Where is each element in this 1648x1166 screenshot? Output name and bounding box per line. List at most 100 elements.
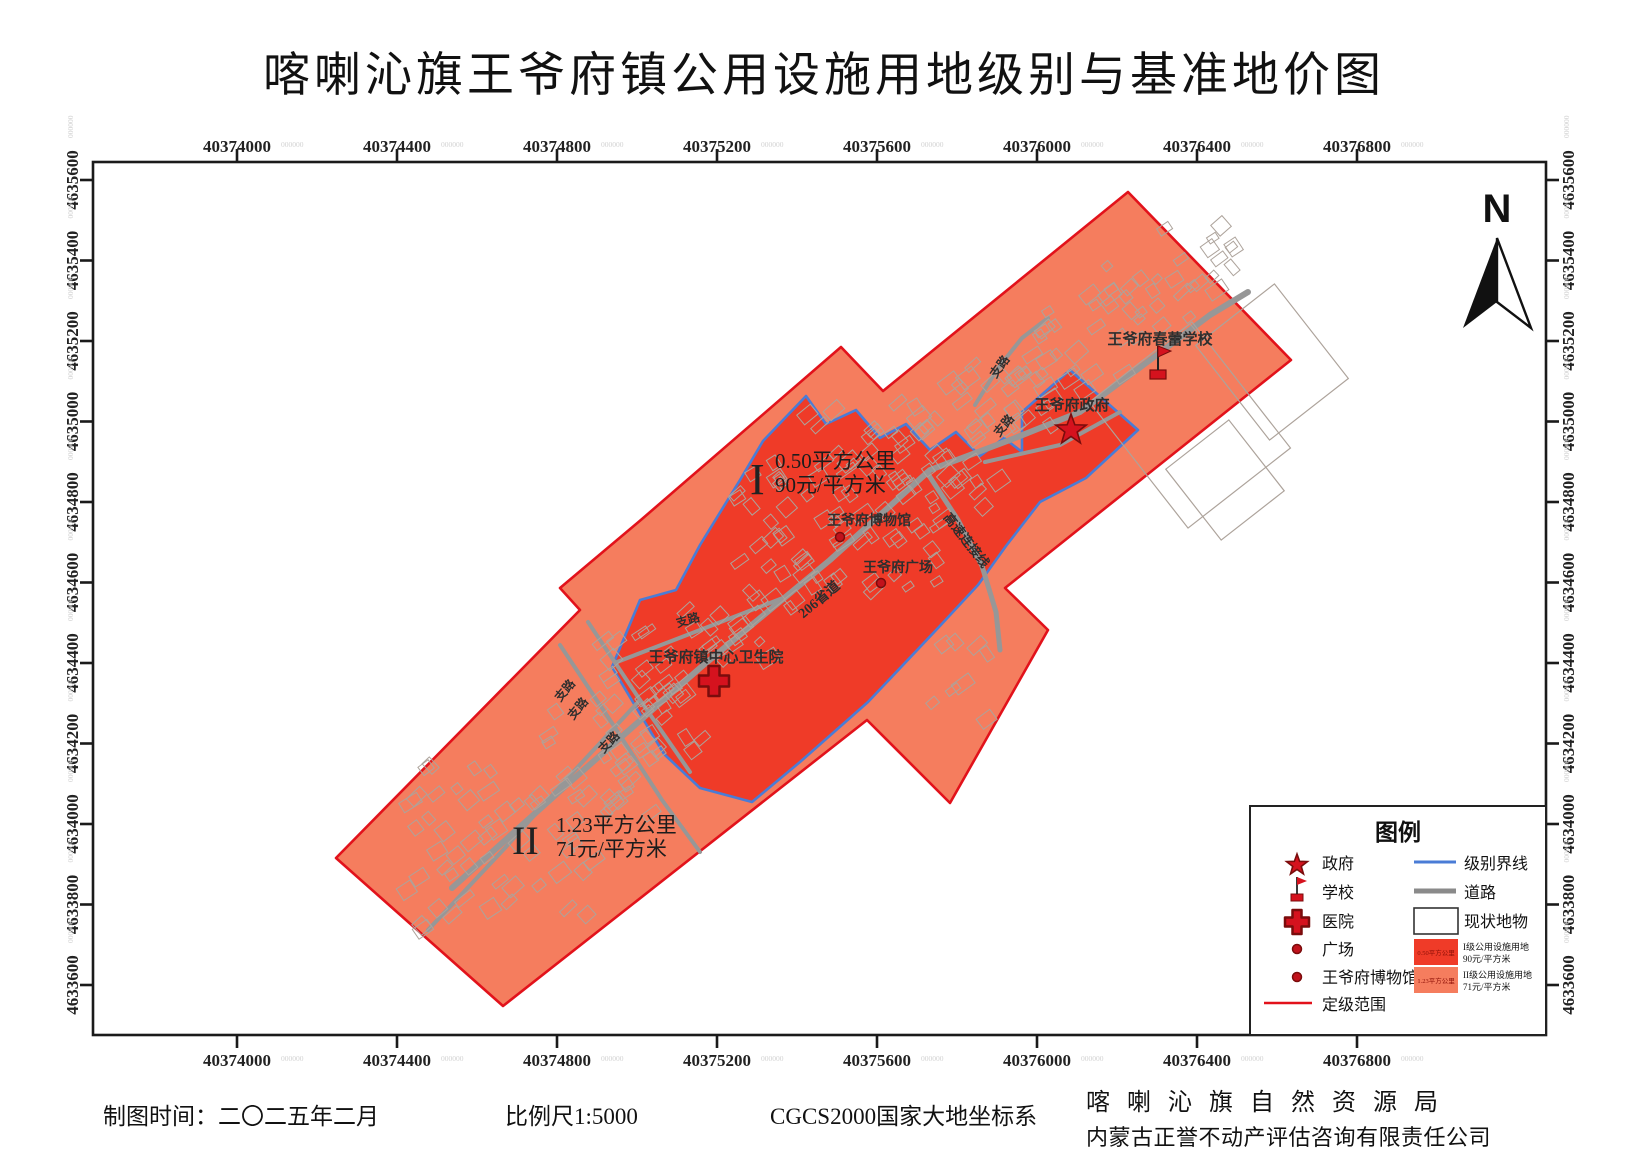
y-axis-suffix-right: 000000 (1562, 840, 1571, 863)
parcel-outline (1194, 283, 1350, 441)
building-outline (436, 859, 454, 877)
building-outline (941, 448, 957, 466)
building-outline (935, 463, 962, 489)
building-outline (905, 404, 933, 431)
building-outline (765, 454, 783, 472)
building-outline (411, 914, 433, 937)
legend-label: 王爷府博物馆 (1322, 969, 1418, 987)
building-outline (561, 830, 580, 846)
school-flag-icon (1157, 345, 1173, 358)
building-outline (783, 589, 806, 611)
zone1-area-label: 0.50平方公里 (775, 449, 896, 473)
building-outline (1151, 316, 1172, 336)
building-outline (969, 473, 985, 490)
building-outline (605, 630, 628, 652)
building-outline (800, 488, 815, 503)
building-outline (523, 793, 541, 812)
y-axis-suffix-right: 000000 (1562, 115, 1571, 138)
x-axis-label-top: 40375200 (683, 137, 751, 156)
building-outline (442, 905, 463, 925)
building-outline (395, 879, 419, 902)
legend-dot-icon (1291, 943, 1303, 955)
legend-label-line2: 90元/平方米 (1463, 953, 1511, 964)
building-outline (656, 700, 672, 715)
building-outline (986, 468, 1012, 493)
building-outline (1032, 376, 1059, 399)
building-outline (951, 391, 973, 412)
building-outline (617, 774, 635, 793)
building-outline (529, 795, 547, 811)
map-frame (91, 160, 1548, 1037)
legend-swatch-text: 0.50平方公里 (1417, 948, 1455, 957)
hospital-cross-icon (697, 664, 731, 698)
y-axis-suffix-left: 000000 (66, 518, 75, 541)
y-axis-label-left: 4634000 (63, 794, 82, 854)
building-outline (634, 659, 655, 678)
building-outline (807, 466, 831, 488)
building-outline (887, 470, 904, 488)
building-outline (1035, 398, 1055, 417)
road (925, 471, 1003, 653)
building-outline (1210, 214, 1233, 237)
y-axis-suffix-right: 000000 (1562, 437, 1571, 460)
building-outline (1073, 378, 1097, 401)
building-outline (792, 552, 813, 572)
x-axis-label-top: 40376400 (1163, 137, 1231, 156)
y-axis-suffix-left: 000000 (66, 920, 75, 943)
building-outline (1199, 238, 1221, 259)
zone1-numeral: I (750, 455, 765, 504)
building-outline (867, 427, 881, 441)
building-outline (508, 797, 526, 813)
building-outline (425, 840, 449, 862)
building-outline (822, 398, 846, 422)
building-outline (929, 575, 944, 588)
building-outline (755, 646, 782, 671)
building-outline (483, 763, 498, 780)
y-axis-label-left: 4635600 (63, 150, 82, 210)
building-outline (555, 765, 573, 782)
building-outline (852, 531, 873, 551)
y-axis-suffix-left: 000000 (66, 759, 75, 782)
building-outline (741, 604, 767, 629)
building-outline (1033, 323, 1051, 339)
building-outline (924, 490, 940, 505)
building-outline (862, 525, 880, 545)
building-outline (1000, 379, 1020, 398)
y-axis-label-left: 4635000 (63, 392, 82, 452)
building-outline (1204, 269, 1220, 285)
building-outline (443, 867, 460, 883)
y-axis-label-right: 4635000 (1559, 392, 1578, 452)
building-outline (920, 462, 937, 478)
legend-label: 现状地物 (1464, 913, 1528, 931)
x-axis-label-top: 40374400 (363, 137, 431, 156)
y-axis-suffix-right: 000000 (1562, 518, 1571, 541)
building-outline (683, 740, 703, 761)
building-outline (861, 571, 884, 594)
building-outline (828, 444, 844, 460)
building-outline (914, 419, 936, 441)
zone2-numeral: II (512, 818, 539, 863)
building-outline (1172, 251, 1190, 267)
building-outline (980, 373, 1001, 394)
building-outline (1155, 220, 1174, 237)
building-outline (1129, 330, 1147, 346)
building-outline (762, 513, 780, 531)
building-outline (973, 397, 997, 419)
legend-swatch-text: 1.23平方公里 (1417, 976, 1455, 985)
legend-title: 图例 (1375, 820, 1421, 845)
building-outline (829, 505, 845, 520)
building-outline (901, 580, 915, 593)
building-outline (655, 709, 673, 726)
building-outline (591, 630, 615, 652)
building-outline (744, 465, 762, 483)
building-outline (566, 833, 584, 850)
credits-block: 喀喇沁旗自然资源局 内蒙古正誉不动产评估咨询有限责任公司 (1086, 1082, 1491, 1152)
building-outline (614, 752, 635, 772)
building-outline (968, 482, 988, 501)
building-outline (1119, 277, 1139, 297)
x-axis-label-bottom: 40376800 (1323, 1051, 1391, 1070)
legend-label: 道路 (1464, 884, 1496, 902)
building-outline (1066, 363, 1081, 378)
building-outline (531, 877, 548, 894)
